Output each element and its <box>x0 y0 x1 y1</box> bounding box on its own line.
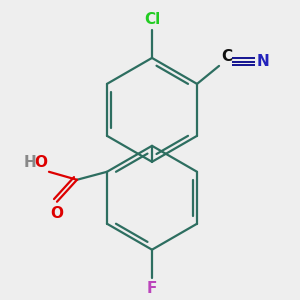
Text: Cl: Cl <box>144 12 160 27</box>
Text: F: F <box>147 281 157 296</box>
Text: O: O <box>34 155 47 170</box>
Text: O: O <box>50 206 64 221</box>
Text: C: C <box>221 49 232 64</box>
Text: N: N <box>257 54 270 69</box>
Text: H: H <box>23 155 36 170</box>
